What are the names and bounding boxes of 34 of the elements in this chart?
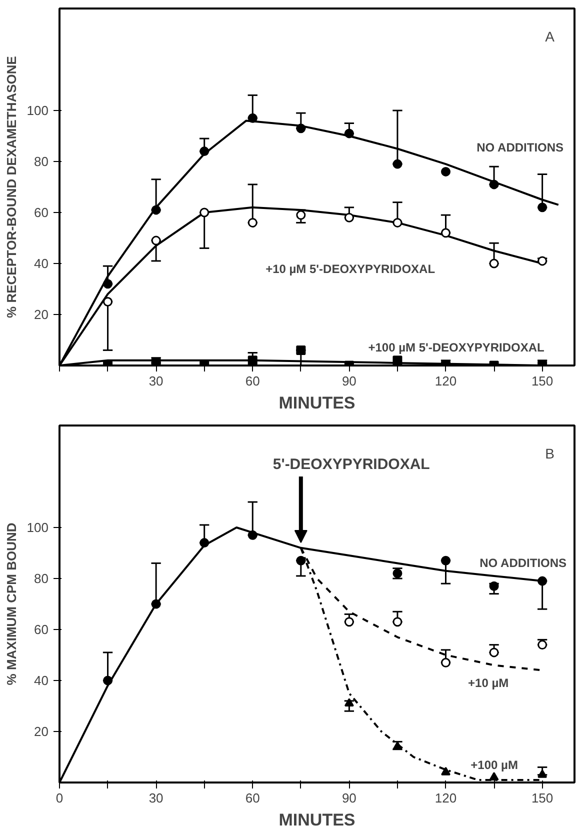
y-tick-label: 100 xyxy=(26,103,49,118)
y-tick-label: 80 xyxy=(34,571,49,586)
x-axis-title: MINUTES xyxy=(278,394,356,412)
x-tick-label: 150 xyxy=(531,790,554,806)
x-tick-label: 120 xyxy=(434,374,457,388)
x-tick-label: 150 xyxy=(531,374,554,388)
y-axis-title: % MAXIMUM CPM BOUND xyxy=(4,522,19,686)
series-label: +100 µM 5'-DEOXYPYRIDOXAL xyxy=(368,340,544,354)
y-tick-label: 100 xyxy=(26,520,49,535)
x-tick-label: 60 xyxy=(245,374,260,388)
y-axis-title: % RECEPTOR-BOUND DEXAMETHASONE xyxy=(4,56,19,318)
text: NO ADDITIONS xyxy=(476,140,564,154)
x-tick-label: 30 xyxy=(148,374,164,388)
x-tick-label: 90 xyxy=(342,790,356,806)
y-tick-label: 40 xyxy=(34,256,49,271)
x-tick-label: 60 xyxy=(245,790,260,806)
annotation: 5'-DEOXYPYRIDOXAL xyxy=(272,456,430,473)
x-tick-label: 90 xyxy=(342,374,356,388)
x-tick-label: 0 xyxy=(56,790,64,806)
x-axis-title: MINUTES xyxy=(278,810,356,830)
series-label: +10 µM xyxy=(468,676,509,690)
series-label: +100 µM xyxy=(470,758,518,772)
series-label: NO ADDITIONS xyxy=(480,556,567,570)
y-tick-label: 80 xyxy=(34,154,49,169)
y-tick-label: 20 xyxy=(34,724,49,739)
y-tick-label: 20 xyxy=(34,307,49,322)
y-tick-label: 40 xyxy=(34,673,49,688)
x-tick-label: 120 xyxy=(434,790,457,806)
y-tick-label: 60 xyxy=(34,205,49,220)
text: +10 µM 5'-DEOXYPYRIDOXAL xyxy=(266,262,436,276)
annotation: A xyxy=(545,28,556,44)
y-tick-label: 60 xyxy=(34,622,49,637)
x-tick-label: 30 xyxy=(148,790,164,806)
annotation: B xyxy=(545,446,555,462)
